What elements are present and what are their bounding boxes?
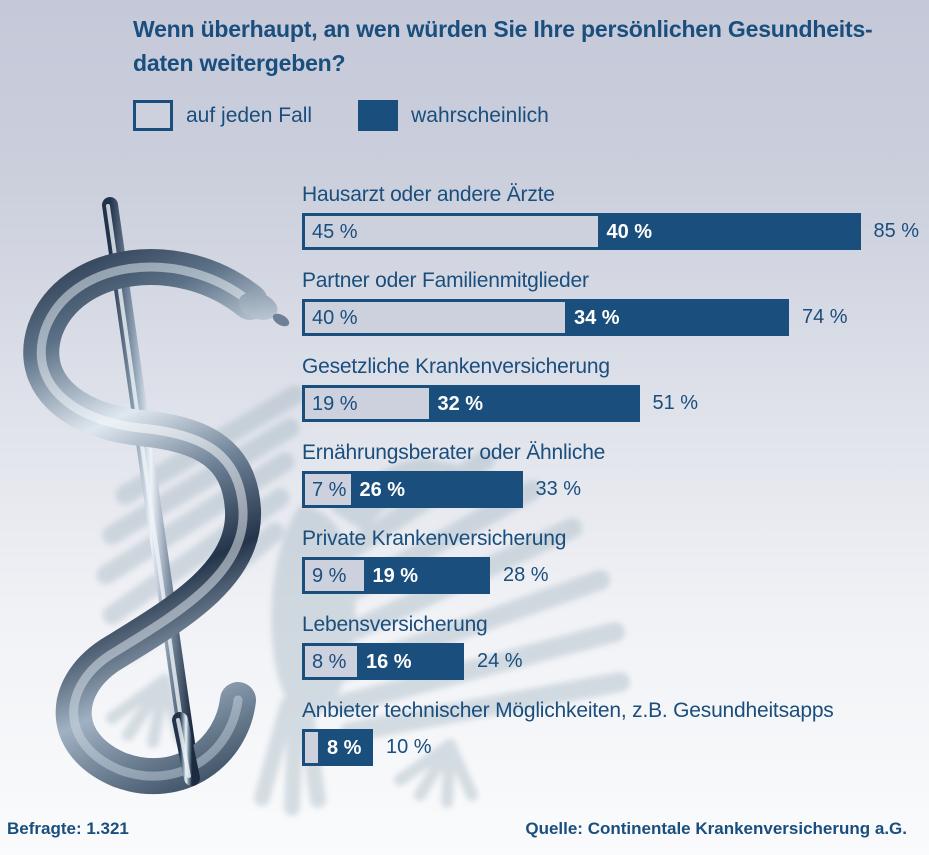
bar-segment-auf-jeden-fall: 9 % (305, 560, 364, 591)
bar-line: 19 % 32 % 51 % (302, 385, 929, 422)
stacked-bar: 9 % 19 % (302, 557, 490, 594)
bar-segment-wahrscheinlich: 16 % (357, 646, 461, 677)
stacked-bar: 8 % 16 % (302, 643, 464, 680)
bar-total-label: 33 % (535, 478, 582, 500)
bar-total-label: 10 % (386, 736, 432, 758)
bar-segment-auf-jeden-fall: 45 % (305, 216, 598, 247)
staff-rod (102, 197, 200, 786)
segment-value-label: 7 % (312, 478, 347, 501)
bar-category-label: Ernährungsberater oder Ähnliche (302, 441, 606, 464)
bar-total-label: 85 % (873, 220, 920, 242)
source-note: Quelle: Continentale Krankenversicherung… (525, 819, 907, 838)
legend: auf jeden Fall wahrscheinlich (133, 100, 549, 131)
bar-line: 45 % 40 % 85 % (302, 213, 929, 250)
bar-line: 8 % 10 % (302, 729, 929, 766)
bar-segment-wahrscheinlich: 34 % (565, 302, 786, 333)
segment-value-label: 19 % (312, 392, 358, 415)
bar-row: Ernährungsberater oder Ähnliche 7 % 26 %… (302, 440, 929, 508)
legend-item-auf-jeden-fall: auf jeden Fall (133, 100, 312, 131)
bar-row: Partner oder Familienmitglieder 40 % 34 … (302, 268, 929, 336)
staff-rod-tip (172, 712, 200, 786)
legend-swatch-dark (358, 100, 399, 131)
bar-row: Hausarzt oder andere Ärzte 45 % 40 % 85 … (302, 182, 929, 250)
legend-label: wahrscheinlich (411, 103, 549, 127)
segment-value-label: 40 % (606, 220, 653, 243)
legend-swatch-light (133, 100, 173, 131)
bar-segment-wahrscheinlich: 26 % (350, 474, 520, 505)
bar-chart: Hausarzt oder andere Ärzte 45 % 40 % 85 … (302, 182, 929, 784)
chart-title-line1: Wenn überhaupt, an wen würden Sie Ihre p… (133, 16, 873, 42)
bar-segment-wahrscheinlich: 8 % (318, 732, 370, 763)
stacked-bar: 8 % (302, 729, 373, 766)
stacked-bar: 19 % 32 % (302, 385, 640, 422)
bar-line: 40 % 34 % 74 % (302, 299, 929, 336)
bar-category-label: Private Krankenversicherung (302, 527, 567, 550)
bar-total-label: 24 % (477, 650, 523, 672)
bar-segment-auf-jeden-fall: 8 % (305, 646, 357, 677)
bar-total-label: 74 % (802, 306, 848, 328)
segment-value-label: 8 % (312, 650, 347, 673)
bar-segment-wahrscheinlich: 19 % (363, 560, 487, 591)
segment-value-label: 32 % (437, 392, 484, 415)
bar-segment-auf-jeden-fall: 7 % (305, 474, 351, 505)
segment-value-label: 34 % (574, 306, 620, 329)
segment-value-label: 40 % (312, 306, 358, 329)
segment-value-label: 26 % (359, 478, 406, 501)
snake-coil (23, 249, 290, 795)
segment-value-label: 8 % (327, 736, 362, 759)
bar-category-label: Anbieter technischer Möglichkeiten, z.B.… (302, 699, 834, 722)
segment-value-label: 45 % (312, 220, 358, 243)
bar-row: Private Krankenversicherung 9 % 19 % 28 … (302, 526, 929, 594)
bar-segment-auf-jeden-fall (305, 732, 318, 763)
bar-row: Anbieter technischer Möglichkeiten, z.B.… (302, 698, 929, 766)
bar-total-label: 28 % (503, 564, 549, 586)
segment-value-label: 9 % (312, 564, 347, 587)
bar-segment-auf-jeden-fall: 19 % (305, 388, 429, 419)
stacked-bar: 40 % 34 % (302, 299, 789, 336)
bar-category-label: Gesetzliche Krankenversicherung (302, 355, 610, 378)
segment-value-label: 19 % (372, 564, 419, 587)
bar-category-label: Hausarzt oder andere Ärzte (302, 183, 555, 206)
chart-title: Wenn überhaupt, an wen würden Sie Ihre p… (133, 12, 923, 80)
stacked-bar: 45 % 40 % (302, 213, 861, 250)
bar-line: 7 % 26 % 33 % (302, 471, 929, 508)
bar-segment-wahrscheinlich: 40 % (597, 216, 858, 247)
legend-label: auf jeden Fall (186, 103, 313, 127)
bar-category-label: Lebensversicherung (302, 613, 488, 636)
bar-segment-auf-jeden-fall: 40 % (305, 302, 565, 333)
bar-row: Gesetzliche Krankenversicherung 19 % 32 … (302, 354, 929, 422)
bar-category-label: Partner oder Familienmitglieder (302, 269, 589, 292)
bar-line: 9 % 19 % 28 % (302, 557, 929, 594)
bar-line: 8 % 16 % 24 % (302, 643, 929, 680)
stacked-bar: 7 % 26 % (302, 471, 523, 508)
bar-row: Lebensversicherung 8 % 16 % 24 % (302, 612, 929, 680)
segment-value-label: 16 % (366, 650, 412, 673)
bar-total-label: 51 % (652, 392, 699, 414)
respondents-note: Befragte: 1.321 (7, 819, 129, 838)
bar-segment-wahrscheinlich: 32 % (428, 388, 637, 419)
chart-title-line2: daten weitergeben? (133, 50, 346, 76)
legend-item-wahrscheinlich: wahrscheinlich (358, 100, 549, 131)
